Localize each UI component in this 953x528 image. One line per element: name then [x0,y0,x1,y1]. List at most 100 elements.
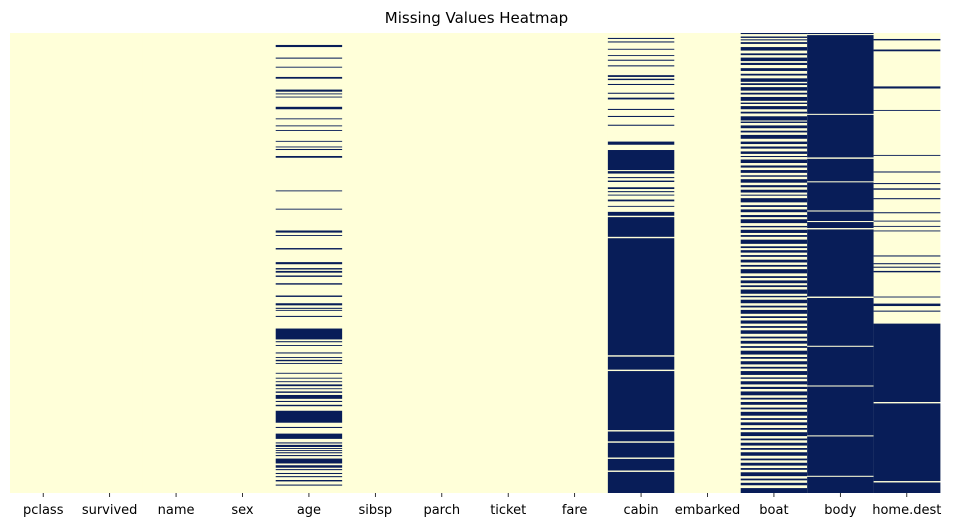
chart-title: Missing Values Heatmap [384,9,569,27]
missing-cell-age [275,341,343,343]
missing-cell-age [275,359,343,362]
missing-cell-home-dest [873,49,941,52]
missing-cell-boat [740,102,808,104]
missing-cell-home-dest [873,212,941,214]
missing-cell-age [275,400,343,402]
column-pclass-present [10,33,77,493]
x-tick-label-pclass: pclass [23,503,64,518]
missing-cell-age [275,384,343,387]
missing-cell-boat [740,198,808,203]
missing-cell-age [275,57,343,59]
missing-cell-cabin [607,97,675,100]
missing-cell-boat [740,36,808,38]
x-tick-label-parch: parch [423,503,460,518]
missing-cell-boat [740,53,808,56]
missing-cell-home-dest [873,183,941,185]
missing-cell-boat [740,361,808,365]
missing-cell-age [275,476,343,478]
missing-cell-boat [740,250,808,253]
missing-cell-boat [740,488,808,493]
missing-cell-boat [740,121,808,123]
missing-cell-age [275,452,343,454]
missing-cell-age [275,140,343,142]
missing-cell-age [275,248,343,250]
missing-cell-boat [740,472,808,477]
missing-cell-boat [740,225,808,228]
missing-cell-age [275,357,343,358]
missing-cell-boat [740,170,808,173]
missing-cell-boat [740,452,808,456]
x-tick-label-body: body [824,503,856,518]
missing-cell-boat [740,458,808,461]
missing-cell-cabin [607,199,675,202]
missing-cell-age [275,404,343,407]
missing-cell-boat [740,366,808,369]
missing-cell-boat [740,280,808,284]
missing-cell-boat [740,175,808,177]
missing-cell-cabin [607,124,675,126]
missing-cell-boat [740,346,808,348]
missing-cell-home-dest [873,154,941,156]
missing-cell-age [275,484,343,486]
column-ticket-present [475,33,542,493]
missing-cell-boat [740,155,808,158]
column-boat-present [740,33,808,493]
missing-cell-age [275,372,343,374]
missing-cell-cabin [607,371,675,431]
missing-cell-boat [740,78,808,82]
missing-cell-cabin [607,171,675,174]
missing-cell-boat [740,185,808,188]
missing-cell-body [807,346,874,386]
missing-cell-body [807,436,874,476]
missing-cell-body [807,386,874,436]
missing-cell-boat [740,151,808,154]
missing-cell-age [275,283,343,285]
missing-cell-age [275,352,343,354]
missing-cell-boat [740,130,808,133]
missing-cell-boat [740,377,808,379]
missing-cell-age [275,230,343,233]
missing-cell-age [275,307,343,309]
missing-cell-boat [740,165,808,168]
missing-cell-age [275,472,343,475]
missing-cell-boat [740,264,808,267]
missing-cell-boat [740,326,808,328]
missing-cell-boat [740,235,808,237]
missing-cell-boat [740,305,808,308]
missing-cell-cabin [607,431,675,442]
column-survived-present [76,33,144,493]
missing-cell-home-dest [873,255,941,257]
missing-cell-body [807,182,874,211]
missing-cell-boat [740,432,808,437]
missing-cell-age [275,458,343,464]
missing-cell-boat [740,401,808,405]
column-name-present [142,33,210,493]
missing-cell-boat [740,276,808,278]
missing-cell-boat [740,259,808,263]
missing-cell-boat [740,179,808,183]
missing-cell-age [275,118,343,120]
missing-cell-cabin [607,41,675,43]
missing-cell-age [275,89,343,92]
missing-cell-cabin [607,458,675,471]
missing-cell-home-dest [873,230,941,232]
missing-cell-boat [740,391,808,396]
missing-cell-age [275,66,343,68]
missing-cell-home-dest [873,225,941,227]
x-axis-ticks: pclass survived name sex age sibsp parch ticket… [23,493,941,518]
missing-cell-boat [740,83,808,86]
missing-cell-boat [740,62,808,65]
missing-cell-age [275,295,343,297]
missing-cell-cabin [607,92,675,94]
missing-cell-boat [740,111,808,114]
missing-cell-boat [740,411,808,416]
missing-cell-age [275,106,343,110]
missing-cell-boat [740,357,808,359]
missing-cell-cabin [607,78,675,81]
missing-cell-boat [740,47,808,51]
missing-cell-boat [740,96,808,101]
missing-cell-boat [740,229,808,233]
missing-cell-boat [740,159,808,164]
missing-cell-age [275,309,343,311]
